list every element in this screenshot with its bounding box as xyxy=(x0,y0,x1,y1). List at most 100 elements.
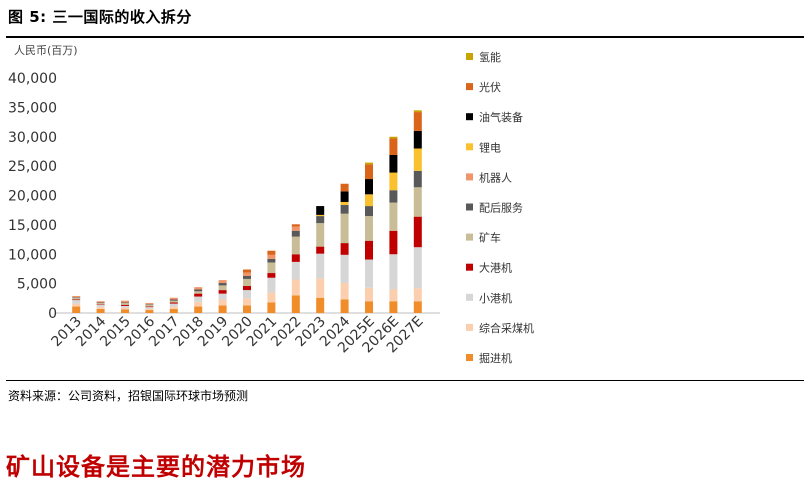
title-rule xyxy=(6,36,804,38)
y-axis-ticks: 0 5,000 10,000 15,000 20,000 25,000 30,000 35,0… xyxy=(8,71,57,322)
bar-segment xyxy=(218,285,227,291)
bar-segment xyxy=(194,306,203,313)
bar-segment xyxy=(145,307,154,309)
bar-segment xyxy=(267,277,276,293)
bar-segment xyxy=(389,230,398,255)
bar-segment xyxy=(340,201,349,205)
bar-segment xyxy=(194,287,203,290)
legend-label: 光伏 xyxy=(479,80,501,94)
bar-segment xyxy=(413,187,422,217)
bar-segment xyxy=(72,306,81,313)
bar-segment xyxy=(145,306,154,308)
bar-segment xyxy=(218,283,227,286)
bar-segment xyxy=(291,295,300,313)
bar-segment xyxy=(389,172,398,191)
bar-segment xyxy=(413,288,422,302)
bar-segment xyxy=(340,213,349,244)
bar-segment xyxy=(413,216,422,248)
y-axis-label: 人民币(百万) xyxy=(14,44,78,57)
bar-segment xyxy=(267,292,276,303)
bar-segment xyxy=(169,308,178,313)
legend-label: 小港机 xyxy=(479,291,512,305)
bar-segment xyxy=(291,236,300,255)
legend-swatch xyxy=(466,233,473,241)
bar-segment xyxy=(316,278,325,298)
bar-segment xyxy=(121,303,129,305)
legend-label: 掘进机 xyxy=(479,351,512,365)
bars-group xyxy=(72,110,422,313)
bar-segment xyxy=(340,191,349,202)
figure-title: 图 5: 三一国际的收入拆分 xyxy=(8,8,192,26)
bar-segment xyxy=(194,293,203,297)
y-tick-label: 20,000 xyxy=(8,189,57,205)
bar-segment xyxy=(96,302,105,304)
bar-segment xyxy=(72,297,81,300)
bar-segment xyxy=(243,278,251,286)
bar-segment xyxy=(389,154,398,173)
x-axis-ticks: 2013201420152016201720182019202020212022… xyxy=(49,313,427,356)
legend-label: 机器人 xyxy=(479,170,512,184)
legend-label: 配后服务 xyxy=(479,202,523,215)
bar-segment xyxy=(389,289,398,302)
bar-segment xyxy=(96,308,105,313)
bar-segment xyxy=(218,305,227,313)
bar-segment xyxy=(291,230,300,237)
legend-label: 油气装备 xyxy=(479,110,523,124)
bar-segment xyxy=(169,300,178,303)
bar-segment xyxy=(121,302,129,304)
legend-swatch xyxy=(466,293,473,301)
bar-segment xyxy=(413,148,422,171)
bar-segment xyxy=(365,301,373,313)
bar-segment xyxy=(145,304,154,307)
bar-segment xyxy=(96,304,105,305)
bar-segment xyxy=(365,162,373,165)
bar-segment xyxy=(340,299,349,313)
bar-segment xyxy=(291,226,300,231)
y-tick-label: 10,000 xyxy=(8,247,57,263)
bar-segment xyxy=(121,307,129,310)
bar-segment xyxy=(291,279,300,296)
bar-segment xyxy=(316,253,325,279)
bar-segment xyxy=(291,224,300,227)
bar-segment xyxy=(340,243,349,255)
bar-segment xyxy=(267,273,276,278)
bar-segment xyxy=(291,254,300,262)
bar-segment xyxy=(267,258,276,263)
source-rule xyxy=(6,380,804,381)
legend-label: 矿车 xyxy=(479,231,501,245)
bar-segment xyxy=(145,310,154,313)
bar-segment xyxy=(243,285,251,291)
y-tick-label: 40,000 xyxy=(8,71,57,87)
bar-segment xyxy=(316,206,325,215)
bar-segment xyxy=(316,246,325,254)
bar-segment xyxy=(169,303,178,307)
legend-label: 综合采煤机 xyxy=(479,321,534,335)
bar-segment xyxy=(267,262,276,274)
bar-segment xyxy=(340,204,349,214)
bar-segment xyxy=(389,202,398,231)
bar-segment xyxy=(267,302,276,313)
legend-swatch xyxy=(466,323,473,331)
legend-label: 大港机 xyxy=(479,261,512,275)
y-tick-label: 25,000 xyxy=(8,159,57,175)
bar-segment xyxy=(218,290,227,294)
bar-segment xyxy=(243,290,251,299)
bar-segment xyxy=(365,240,373,260)
bar-segment xyxy=(121,305,129,308)
bar-segment xyxy=(340,183,349,192)
bar-segment xyxy=(218,299,227,306)
legend-swatch xyxy=(466,173,473,181)
bar-segment xyxy=(389,136,398,139)
bar-segment xyxy=(243,272,251,276)
bar-segment xyxy=(365,164,373,180)
bar-segment xyxy=(169,299,178,301)
bar-segment xyxy=(365,194,373,207)
y-tick-label: 15,000 xyxy=(8,218,57,234)
legend-label: 锂电 xyxy=(479,140,501,154)
bar-segment xyxy=(72,299,81,301)
bar-segment xyxy=(316,216,325,224)
bar-segment xyxy=(96,301,105,303)
revenue-breakdown-chart: 人民币(百万) 0 5,000 10,000 15,000 20,000 25,000 30… xyxy=(8,44,534,365)
legend-swatch xyxy=(466,143,473,151)
